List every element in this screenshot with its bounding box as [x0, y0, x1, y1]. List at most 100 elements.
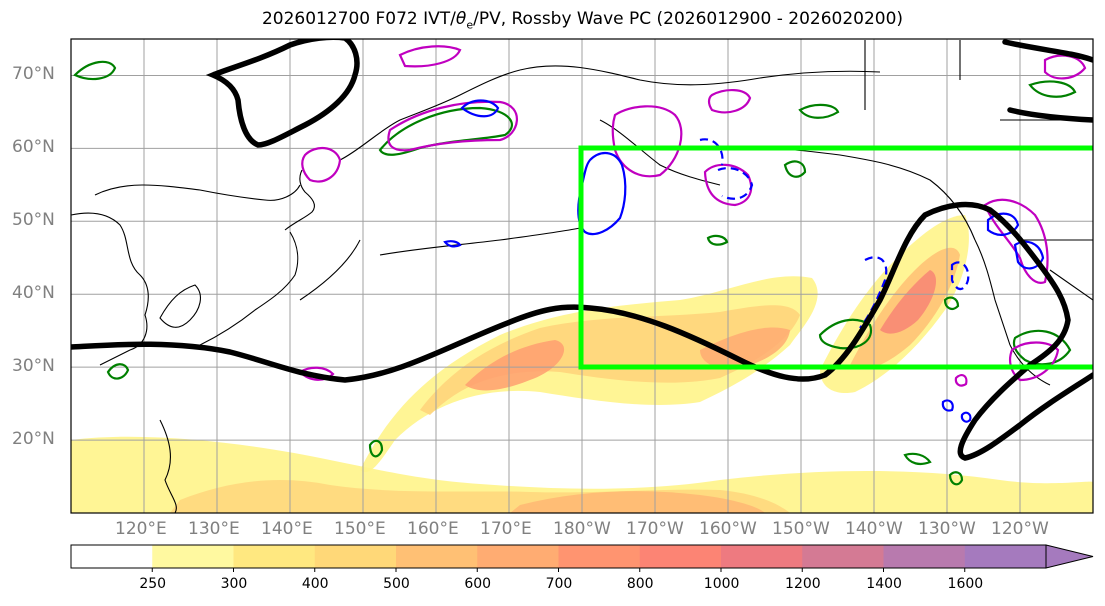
colorbar-segment	[883, 545, 966, 568]
longitude-label: 130°W	[918, 519, 976, 539]
colorbar-label: 800	[626, 576, 654, 592]
map-title: 2026012700 F072 IVT/θe/PV, Rossby Wave P…	[261, 9, 904, 32]
theta-e-contour	[368, 439, 384, 458]
longitude-label: 140°E	[261, 519, 313, 539]
longitude-label: 120°E	[115, 519, 167, 539]
pv-positive-contour	[707, 89, 752, 114]
colorbar-label: 500	[383, 576, 410, 592]
pv-positive-contours	[298, 45, 1087, 387]
pv-positive-contour	[983, 198, 1049, 284]
colorbar-segment	[152, 545, 234, 568]
longitude-label: 140°W	[845, 519, 903, 539]
colorbar-segment	[233, 545, 316, 568]
rossby-wave-contour-ne-inner	[1007, 107, 1093, 123]
longitude-label: 150°W	[772, 519, 830, 539]
pv-negative-contour	[941, 399, 954, 412]
pv-positive-contour	[387, 100, 518, 152]
coastline-hokkaido-sakhalin	[284, 169, 315, 231]
theta-e-contour	[378, 106, 513, 156]
colorbar-label: 300	[220, 576, 248, 592]
coastline-okhotsk	[94, 184, 301, 201]
pv-positive-contour	[301, 147, 342, 183]
pv-negative-contour	[443, 240, 462, 248]
political-boundaries	[864, 40, 1093, 301]
pv-positive-contour	[298, 366, 335, 381]
coastline-china-korea	[71, 212, 149, 366]
coastline-taiwan-philippines	[159, 419, 177, 513]
ivt-shading	[71, 215, 1093, 513]
coastline-pacific-northwest	[974, 239, 1011, 346]
theta-e-contour	[73, 60, 117, 81]
colorbar-segment	[964, 545, 1047, 568]
coastline-kuril-islands	[299, 239, 361, 301]
longitude-label: 130°E	[188, 519, 240, 539]
longitude-label: 150°E	[334, 519, 386, 539]
colorbar-label: 700	[545, 576, 573, 592]
colorbar-extend-arrow	[1045, 544, 1094, 569]
rossby-wave-contour-ne-edge	[1002, 39, 1093, 63]
ivt-shading-south-peak	[510, 491, 765, 513]
colorbar-segment	[396, 545, 478, 568]
theta-e-contour	[783, 160, 807, 178]
rossby-wave-contour-main	[71, 201, 1093, 461]
colorbar-label: 600	[464, 576, 492, 592]
longitude-label: 160°W	[699, 519, 757, 539]
latitude-label: 20°N	[12, 429, 55, 450]
pv-positive-contour	[954, 374, 968, 387]
ivt-shading-ne-core	[880, 270, 937, 334]
pv-positive-contour	[611, 105, 683, 178]
colorbar	[70, 544, 1094, 572]
pv-negative-contour	[960, 411, 972, 423]
colorbar-label: 250	[139, 576, 167, 592]
rossby-wave-contours	[71, 39, 1093, 461]
theta-e-contour	[903, 452, 932, 466]
longitude-label: 160°E	[407, 519, 459, 539]
theta-e-contour	[818, 318, 873, 350]
theta-e-contour	[106, 363, 130, 380]
coastline-alaska-south	[599, 119, 721, 186]
theta-e-contour	[943, 296, 960, 310]
colorbar-label: 1200	[785, 576, 821, 592]
pv-positive-contour	[398, 45, 462, 68]
rossby-wave-contour-north	[205, 39, 360, 148]
ivt-shading-jet-core-west	[465, 340, 565, 391]
colorbar-segment	[639, 545, 722, 568]
colorbar-label: 1400	[866, 576, 902, 592]
pv-negative-contour-dashed	[717, 167, 754, 200]
theta-e-contour	[798, 103, 840, 119]
colorbar-segment	[802, 545, 884, 568]
coastline-korea-peninsula	[159, 284, 201, 328]
colorbar-label: 400	[301, 576, 329, 592]
pv-positive-contour	[703, 163, 753, 207]
latitude-label: 50°N	[12, 210, 55, 231]
region-box	[578, 145, 1093, 370]
coastline-kamchatka	[339, 69, 521, 161]
colorbar-segment	[721, 545, 803, 568]
longitude-label: 180°W	[553, 519, 611, 539]
theta-e-contour	[706, 234, 729, 246]
map-frame	[70, 38, 1094, 514]
latitude-label: 40°N	[12, 283, 55, 304]
colorbar-label: 1600	[947, 576, 984, 592]
pv-negative-contour-dashed	[950, 261, 970, 291]
longitude-label: 120°W	[991, 519, 1049, 539]
pv-negative-contour	[460, 99, 500, 118]
theta-e-contour	[1028, 80, 1077, 98]
latitude-label: 30°N	[12, 356, 55, 377]
latitude-label: 70°N	[12, 64, 55, 85]
theta-e-contour	[948, 471, 964, 486]
colorbar-segment	[314, 545, 397, 568]
ivt-shading-jet-mid	[420, 305, 800, 415]
coastline-bering	[519, 65, 881, 86]
pv-negative-contour	[986, 212, 1020, 236]
pv-positive-contour	[1043, 54, 1087, 80]
colorbar-segment	[71, 545, 153, 568]
colorbar-segment	[477, 545, 559, 568]
pv-negative-contour-dashed	[699, 138, 724, 166]
latitude-label: 60°N	[12, 137, 55, 158]
longitude-label: 170°W	[626, 519, 684, 539]
ivt-shading-jet-core-east	[700, 327, 790, 370]
coastline-japan-honshu	[199, 231, 299, 346]
longitude-label: 170°E	[480, 519, 532, 539]
